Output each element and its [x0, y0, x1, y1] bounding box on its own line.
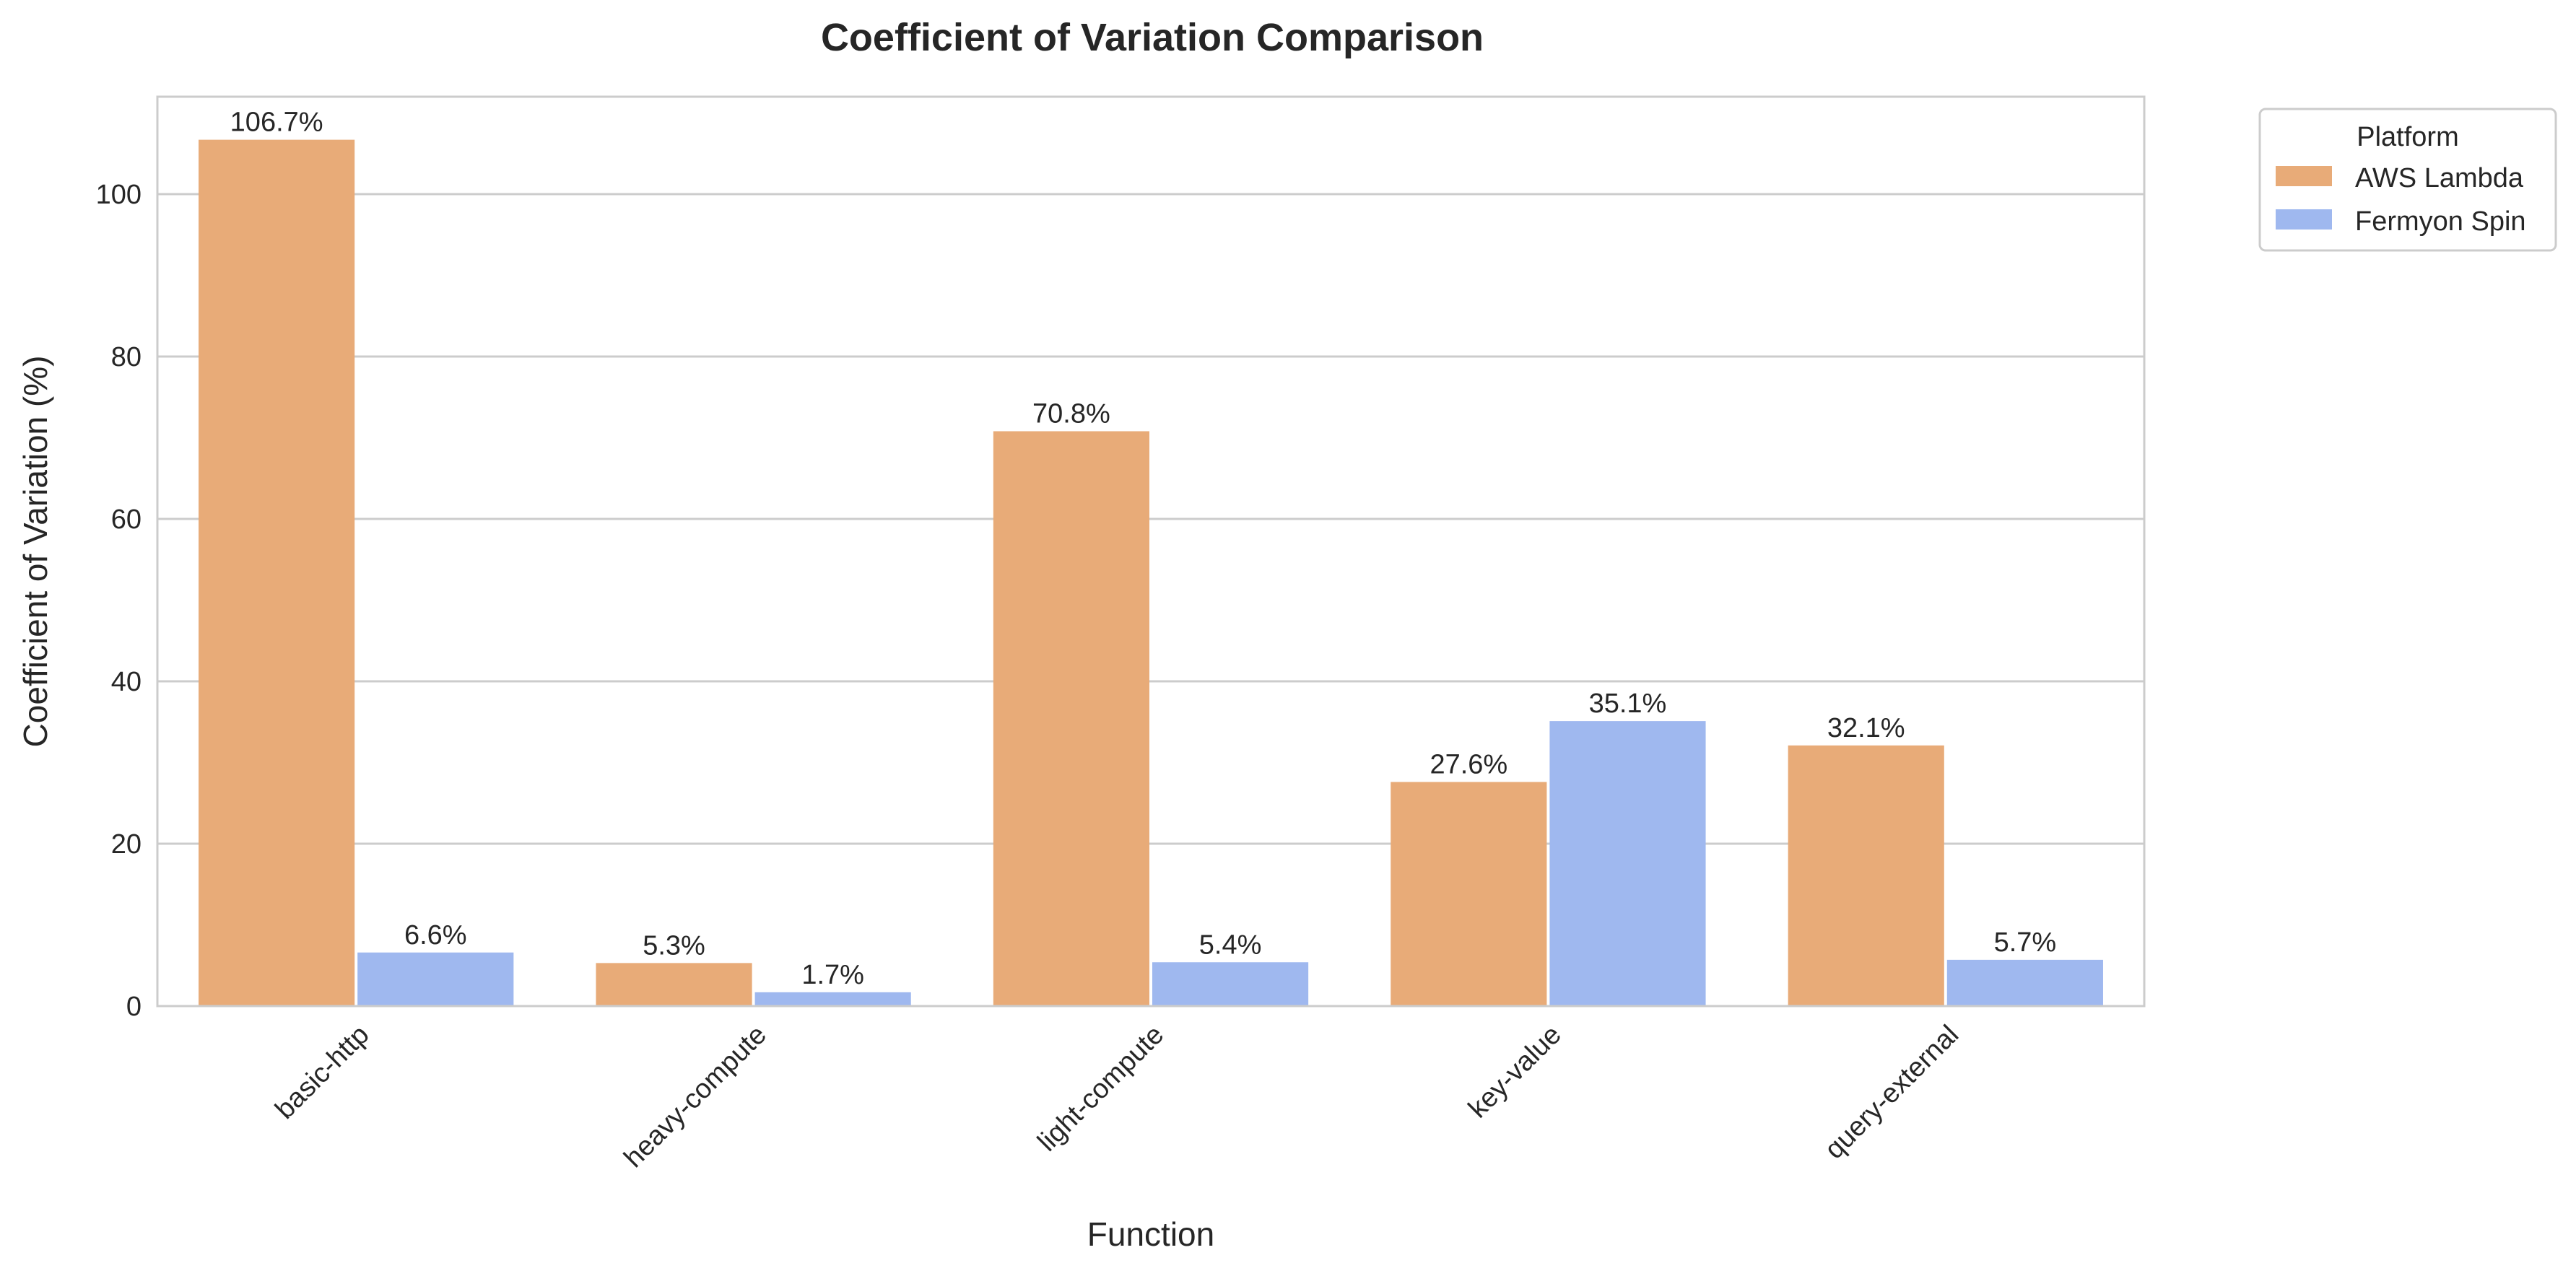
- bar-aws-lambda-basic-http: [199, 139, 355, 1006]
- y-tick-label-60: 60: [111, 504, 142, 535]
- legend-frame: [2258, 108, 2557, 252]
- bar-aws-lambda-heavy-compute: [596, 963, 752, 1006]
- value-label-aws-lambda-heavy-compute: 5.3%: [643, 930, 705, 961]
- value-label-fermyon-spin-key-value: 35.1%: [1589, 689, 1667, 719]
- legend-label-aws-lambda: AWS Lambda: [2355, 163, 2524, 193]
- chart-title: Coefficient of Variation Comparison: [821, 16, 1484, 59]
- value-label-aws-lambda-light-compute: 70.8%: [1032, 399, 1110, 429]
- legend-swatch-aws-lambda: [2276, 166, 2332, 186]
- legend: Platform AWS Lambda Fermyon Spin: [2258, 108, 2557, 252]
- bar-fermyon-spin-heavy-compute: [754, 992, 911, 1006]
- bar-aws-lambda-key-value: [1391, 782, 1547, 1006]
- y-axis-label: Coefficient of Variation (%): [17, 356, 54, 748]
- y-tick-label-100: 100: [96, 180, 142, 210]
- legend-title: Platform: [2357, 122, 2458, 152]
- y-tick-label-20: 20: [111, 829, 142, 860]
- value-label-aws-lambda-query-external: 32.1%: [1827, 713, 1905, 743]
- bar-fermyon-spin-basic-http: [357, 952, 514, 1006]
- value-label-fermyon-spin-heavy-compute: 1.7%: [801, 960, 864, 990]
- value-label-aws-lambda-basic-http: 106.7%: [230, 108, 323, 138]
- legend-label-fermyon-spin: Fermyon Spin: [2355, 206, 2526, 237]
- value-label-fermyon-spin-basic-http: 6.6%: [404, 920, 467, 951]
- y-tick-label-40: 40: [111, 667, 142, 697]
- bar-fermyon-spin-key-value: [1549, 721, 1706, 1006]
- bars: [199, 139, 2103, 1006]
- y-tick-label-80: 80: [111, 342, 142, 372]
- plot-frame: [156, 95, 2146, 1008]
- y-tick-labels: 0 20 40 60 80 100: [96, 180, 142, 1022]
- value-labels: 106.7% 6.6% 5.3% 1.7% 70.8% 5.4% 27.6% 35.1% 32.…: [230, 108, 2057, 990]
- legend-swatch-fermyon-spin: [2276, 209, 2332, 230]
- bar-aws-lambda-light-compute: [993, 431, 1149, 1006]
- bar-fermyon-spin-query-external: [1946, 959, 2103, 1006]
- bar-fermyon-spin-light-compute: [1152, 962, 1309, 1006]
- y-tick-label-0: 0: [126, 992, 142, 1022]
- x-axis-label: Function: [1087, 1215, 1214, 1253]
- value-label-aws-lambda-key-value: 27.6%: [1430, 750, 1507, 780]
- value-label-fermyon-spin-query-external: 5.7%: [1994, 927, 2057, 958]
- bar-aws-lambda-query-external: [1788, 745, 1944, 1006]
- value-label-fermyon-spin-light-compute: 5.4%: [1199, 930, 1262, 960]
